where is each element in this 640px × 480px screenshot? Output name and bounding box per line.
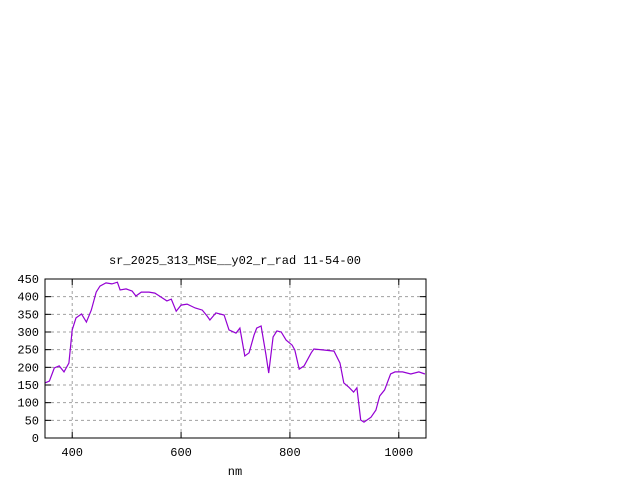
x-tick-label: 400 [61, 446, 83, 460]
x-tick-label: 800 [279, 446, 301, 460]
y-tick-label: 150 [17, 379, 39, 393]
x-axis-label: nm [228, 465, 242, 479]
y-tick-label: 200 [17, 361, 39, 375]
series-line [44, 281, 426, 423]
y-tick-label: 400 [17, 291, 39, 305]
y-tick-label: 350 [17, 308, 39, 322]
plot-border [44, 278, 427, 439]
x-tick-label: 600 [170, 446, 192, 460]
y-tick-label: 100 [17, 397, 39, 411]
grid [45, 279, 426, 438]
y-tick-label: 0 [32, 432, 39, 446]
chart-title: sr_2025_313_MSE__y02_r_rad 11-54-00 [109, 254, 361, 268]
x-tick-label: 1000 [384, 446, 413, 460]
y-tick-label: 450 [17, 273, 39, 287]
y-tick-label: 300 [17, 326, 39, 340]
y-tick-label: 250 [17, 344, 39, 358]
y-tick-label: 50 [25, 414, 39, 428]
axis-ticks: 0 50 100 150 200 250 300 350 400 450 400 600 800 1000 [17, 273, 426, 460]
